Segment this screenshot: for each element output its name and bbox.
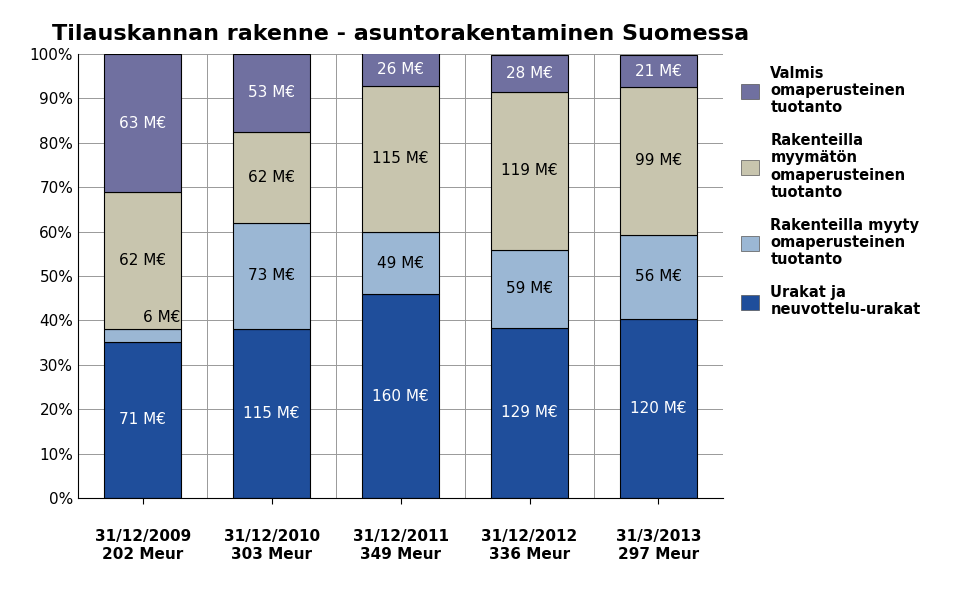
Text: 120 M€: 120 M€ bbox=[630, 401, 687, 416]
Text: 115 M€: 115 M€ bbox=[372, 151, 429, 166]
Text: 26 M€: 26 M€ bbox=[377, 62, 424, 77]
Bar bbox=[104, 329, 182, 342]
Bar bbox=[104, 193, 182, 329]
Text: 31/3/2013: 31/3/2013 bbox=[616, 529, 701, 544]
Bar bbox=[361, 53, 440, 86]
Text: 21 M€: 21 M€ bbox=[635, 64, 682, 79]
Bar bbox=[619, 319, 698, 498]
Bar bbox=[619, 55, 698, 87]
Text: 303 Meur: 303 Meur bbox=[232, 547, 312, 562]
Bar bbox=[490, 250, 569, 328]
Text: 59 M€: 59 M€ bbox=[506, 281, 553, 296]
Text: 62 M€: 62 M€ bbox=[248, 170, 295, 185]
Bar bbox=[361, 86, 440, 232]
Text: 71 M€: 71 M€ bbox=[119, 412, 166, 427]
Text: 297 Meur: 297 Meur bbox=[617, 547, 700, 562]
Text: 73 M€: 73 M€ bbox=[248, 268, 295, 283]
Bar bbox=[490, 55, 569, 92]
Text: 119 M€: 119 M€ bbox=[501, 163, 558, 178]
Text: 56 M€: 56 M€ bbox=[635, 269, 682, 284]
Text: 6 M€: 6 M€ bbox=[143, 310, 180, 325]
Title: Tilauskannan rakenne - asuntorakentaminen Suomessa: Tilauskannan rakenne - asuntorakentamine… bbox=[52, 24, 749, 44]
Bar bbox=[104, 54, 182, 193]
Bar bbox=[233, 329, 311, 498]
Bar bbox=[619, 235, 698, 319]
Text: 31/12/2010: 31/12/2010 bbox=[224, 529, 319, 544]
Text: 202 Meur: 202 Meur bbox=[102, 547, 184, 562]
Text: 31/12/2011: 31/12/2011 bbox=[353, 529, 448, 544]
Text: 63 M€: 63 M€ bbox=[119, 116, 166, 131]
Bar bbox=[104, 342, 182, 498]
Text: 115 M€: 115 M€ bbox=[243, 406, 300, 421]
Bar bbox=[619, 87, 698, 235]
Bar bbox=[490, 328, 569, 498]
Bar bbox=[361, 295, 440, 498]
Bar bbox=[233, 54, 311, 131]
Text: 160 M€: 160 M€ bbox=[372, 389, 429, 404]
Bar bbox=[490, 92, 569, 250]
Legend: Valmis
omaperusteinen
tuotanto, Rakenteilla
myymätön
omaperusteinen
tuotanto, Ra: Valmis omaperusteinen tuotanto, Rakentei… bbox=[737, 61, 925, 322]
Text: 28 M€: 28 M€ bbox=[506, 67, 553, 82]
Bar bbox=[233, 131, 311, 223]
Text: 31/12/2009: 31/12/2009 bbox=[95, 529, 191, 544]
Text: 129 M€: 129 M€ bbox=[501, 405, 558, 420]
Text: 62 M€: 62 M€ bbox=[119, 253, 166, 268]
Bar bbox=[361, 232, 440, 295]
Text: 99 M€: 99 M€ bbox=[635, 154, 682, 169]
Text: 336 Meur: 336 Meur bbox=[488, 547, 571, 562]
Text: 49 M€: 49 M€ bbox=[377, 256, 424, 271]
Bar bbox=[233, 223, 311, 329]
Text: 53 M€: 53 M€ bbox=[248, 85, 295, 100]
Text: 349 Meur: 349 Meur bbox=[361, 547, 441, 562]
Text: 31/12/2012: 31/12/2012 bbox=[482, 529, 577, 544]
